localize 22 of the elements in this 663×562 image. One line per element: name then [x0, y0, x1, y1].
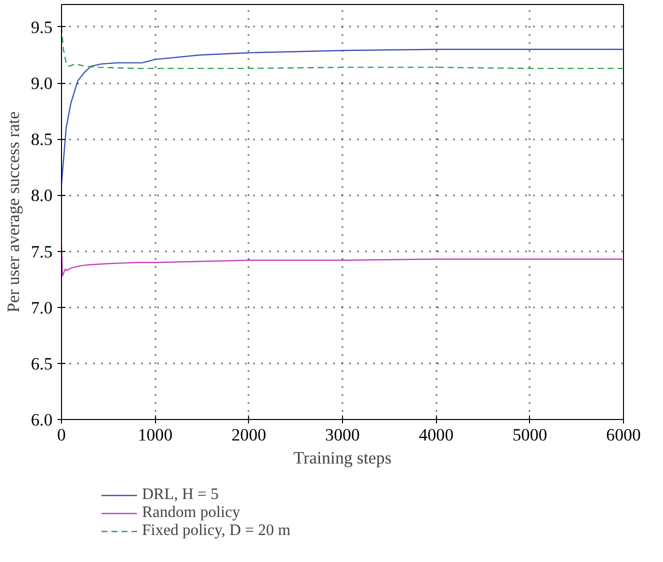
- legend-label: Random policy: [142, 504, 240, 522]
- y-tick-label: 9.0: [30, 74, 53, 94]
- x-tick-label: 2000: [232, 426, 266, 444]
- legend-label: Fixed policy, D = 20 m: [142, 522, 290, 540]
- x-tick-label: 4000: [418, 426, 454, 444]
- x-tick-label: 0: [57, 426, 66, 444]
- x-tick-label: 5000: [512, 426, 548, 444]
- y-tick-label: 8.0: [30, 186, 53, 206]
- x-tick-label: 6000: [606, 426, 641, 444]
- legend-label: DRL, H = 5: [142, 486, 219, 504]
- y-tick-label: 6.0: [30, 410, 53, 430]
- line-series: [62, 26, 624, 70]
- y-axis-title: Per user average success rate: [4, 111, 23, 313]
- y-tick-label: 8.5: [30, 130, 53, 150]
- x-tick-label: 3000: [325, 426, 360, 444]
- y-tick-label: 6.5: [30, 354, 53, 374]
- y-tick-label: 9.5: [30, 18, 53, 37]
- line-series: [62, 48, 624, 185]
- x-axis-title: Training steps: [293, 448, 392, 468]
- x-tick-label: 1000: [138, 426, 172, 444]
- y-tick-label: 7.0: [30, 298, 53, 318]
- y-tick-label: 7.5: [30, 242, 53, 262]
